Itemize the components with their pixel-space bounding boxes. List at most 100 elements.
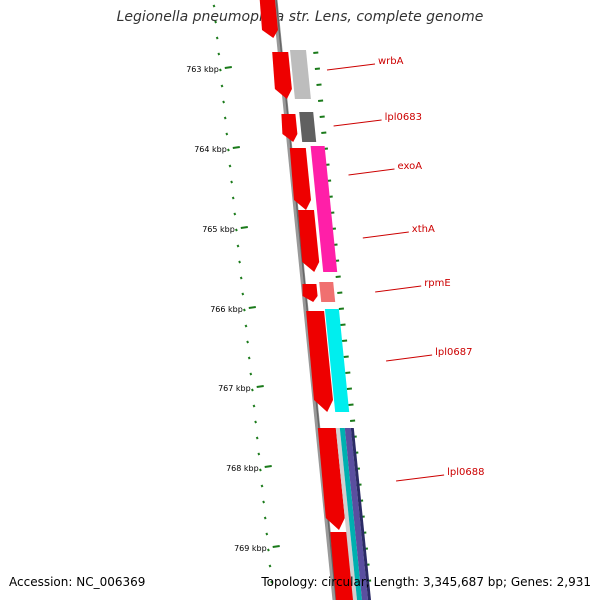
skew-dot — [321, 131, 327, 134]
skew-dot — [340, 323, 346, 326]
cds-arrow — [306, 311, 333, 412]
leader-line — [396, 474, 445, 482]
skew-dot — [225, 132, 229, 136]
skew-dot — [233, 212, 237, 216]
skew-dot — [335, 275, 341, 278]
skew-dot — [228, 164, 232, 168]
cds-arrow — [317, 428, 345, 530]
skew-dot — [267, 548, 270, 552]
leader-line — [333, 119, 382, 127]
skew-dot — [342, 339, 348, 342]
scale-tick — [248, 306, 256, 309]
skew-dot — [348, 403, 354, 406]
gene-bar-lpl0688-c — [350, 428, 371, 600]
gene-bar-lpl0688-b — [339, 428, 362, 600]
gene-label-lpl0687: lpl0687 — [435, 347, 472, 358]
scale-tick — [256, 385, 264, 388]
scale-tick — [232, 146, 240, 149]
skew-dot — [319, 115, 325, 118]
skew-dot — [243, 308, 246, 312]
skew-dot — [318, 99, 324, 102]
gene-bar-lpl0683 — [299, 112, 317, 142]
leader-line — [326, 63, 376, 71]
skew-dot — [251, 388, 254, 392]
gene-bar-wrbA — [290, 50, 311, 99]
skew-dot — [346, 387, 352, 390]
scale-tick — [224, 66, 232, 69]
skew-dot — [338, 307, 344, 310]
skew-dot — [343, 355, 349, 358]
skew-dot — [223, 116, 227, 120]
cds-arrow — [302, 284, 318, 302]
accession-text: Accession: NC_006369 — [9, 575, 146, 589]
gene-bar-exoA — [310, 146, 338, 272]
skew-dot — [262, 500, 265, 504]
skew-dot — [246, 340, 249, 344]
skew-dot — [265, 532, 269, 536]
skew-dot — [239, 276, 243, 280]
skew-dot — [220, 84, 224, 88]
gene-labels: wrbA lpl0683 exoA xthA rpmE lpl0687 lpl0688 — [326, 56, 484, 482]
skew-dot — [217, 52, 221, 56]
skew-dot — [350, 419, 356, 422]
skew-dot — [215, 36, 219, 40]
gene-label-rpmE: rpmE — [424, 278, 451, 289]
genome-summary-text: Topology: circular; Length: 3,345,687 bp… — [261, 575, 591, 589]
skew-dot — [314, 67, 320, 70]
cds-arrow — [281, 114, 298, 142]
skew-dot — [241, 292, 245, 296]
skew-dot — [222, 100, 225, 104]
skew-dot — [249, 372, 253, 376]
scale-tick-label: 768 kbp — [226, 464, 259, 473]
skew-dot — [214, 20, 217, 24]
cds-arrow — [272, 52, 292, 99]
gene-label-wrbA: wrbA — [378, 56, 404, 67]
skew-dot — [247, 356, 251, 360]
gene-bar-rpmE — [319, 282, 336, 302]
skew-dot — [254, 420, 257, 424]
gene-label-lpl0683: lpl0683 — [385, 112, 422, 123]
skew-dot — [219, 68, 222, 72]
skew-dot — [235, 228, 238, 232]
leader-line — [375, 285, 422, 293]
skew-dot — [268, 564, 272, 568]
feature-track — [259, 0, 371, 600]
leader-line — [362, 231, 409, 239]
skew-dot — [257, 452, 261, 456]
skew-dot — [238, 260, 241, 264]
scale-tick-label: 766 kbp — [210, 305, 243, 314]
gene-bar-lpl0688 — [344, 428, 368, 600]
skew-dot — [230, 180, 233, 184]
scale-tick-label: 764 kbp — [194, 145, 227, 154]
gene-label-lpl0688: lpl0688 — [447, 467, 484, 478]
scale-ticks: 763 kbp 764 kbp 765 kbp 766 kbp 767 kbp 768 k… — [186, 65, 280, 553]
skew-dot — [212, 4, 216, 8]
skew-dot — [270, 580, 273, 584]
scale-tick — [264, 465, 272, 468]
skew-dot — [252, 404, 256, 408]
skew-dot — [255, 436, 259, 440]
cds-arrow — [259, 0, 278, 38]
scale-tick-label: 763 kbp — [186, 65, 219, 74]
scale-tick-label: 767 kbp — [218, 384, 251, 393]
leader-line — [386, 354, 433, 362]
scale-tick-label: 765 kbp — [202, 225, 235, 234]
skew-dot — [244, 324, 248, 328]
map-title: Legionella pneumophila str. Lens, comple… — [116, 9, 484, 25]
gene-label-xthA: xthA — [412, 224, 435, 235]
skew-dot — [259, 468, 262, 472]
skew-dot — [345, 371, 351, 374]
cds-arrow — [289, 148, 311, 210]
scale-tick-label: 769 kbp — [234, 544, 267, 553]
gene-bar-lpl0688-a — [335, 428, 357, 600]
leader-line — [348, 168, 395, 176]
skew-dot — [227, 148, 230, 152]
skew-dot — [260, 484, 264, 488]
skew-dot — [263, 516, 267, 520]
gene-label-exoA: exoA — [398, 161, 423, 172]
skew-dot — [236, 244, 240, 248]
skew-dot — [313, 51, 319, 54]
scale-tick — [272, 545, 280, 548]
scale-tick — [240, 226, 248, 229]
